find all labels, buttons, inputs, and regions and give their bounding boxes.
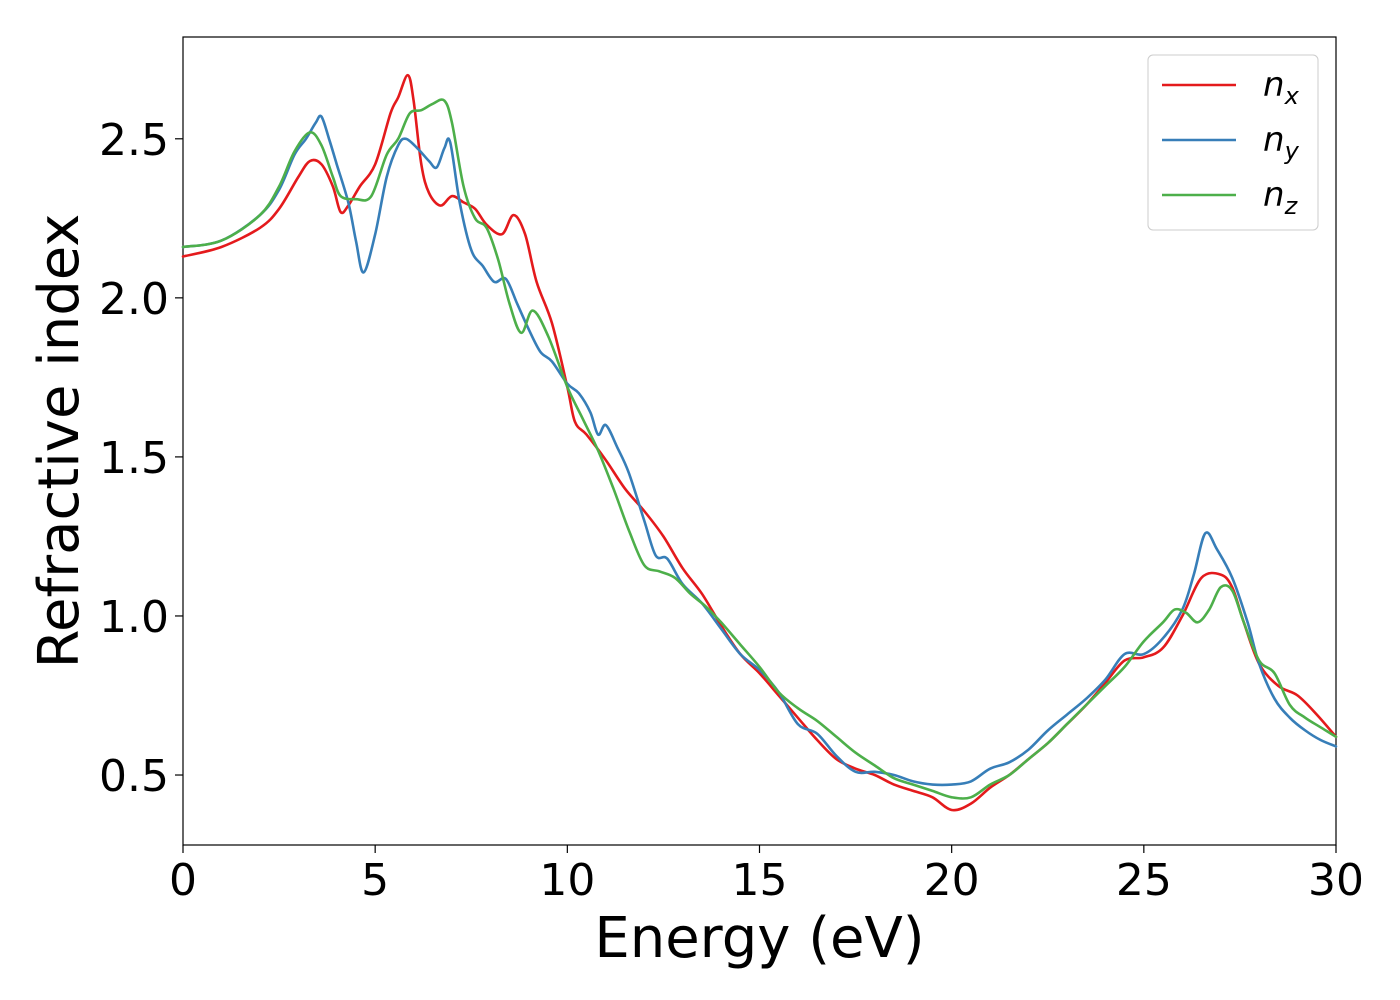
series-line-ny <box>181 114 1338 787</box>
y-tick-label: 1.0 <box>99 592 169 643</box>
y-tick-label: 1.5 <box>99 433 169 484</box>
series-line-nx <box>181 73 1338 812</box>
y-tick-label: 2.0 <box>99 274 169 325</box>
x-axis-title: Energy (eV) <box>594 906 924 971</box>
x-tick-label: 20 <box>924 855 980 906</box>
y-tick-label: 0.5 <box>99 751 169 802</box>
legend-label-ny: ny <box>1263 120 1300 165</box>
y-axis: 0.5 1.0 1.5 2.0 2.5 <box>99 115 183 802</box>
x-tick-label: 0 <box>169 855 197 906</box>
legend: nx ny nz <box>1147 54 1319 231</box>
x-tick-label: 5 <box>361 855 389 906</box>
series-layer <box>181 73 1338 812</box>
y-tick-label: 2.5 <box>99 115 169 166</box>
plot-area <box>182 36 1337 846</box>
x-tick-label: 25 <box>1116 855 1172 906</box>
y-axis-title: Refractive index <box>27 214 92 669</box>
x-tick-label: 30 <box>1308 855 1364 906</box>
legend-label-nz: nz <box>1263 175 1299 220</box>
x-axis: 0 5 10 15 20 25 30 <box>169 845 1364 906</box>
legend-label-nx: nx <box>1263 65 1300 110</box>
x-tick-label: 15 <box>732 855 788 906</box>
x-tick-label: 10 <box>539 855 595 906</box>
series-line-nz <box>181 98 1338 800</box>
legend-box <box>1147 54 1319 231</box>
